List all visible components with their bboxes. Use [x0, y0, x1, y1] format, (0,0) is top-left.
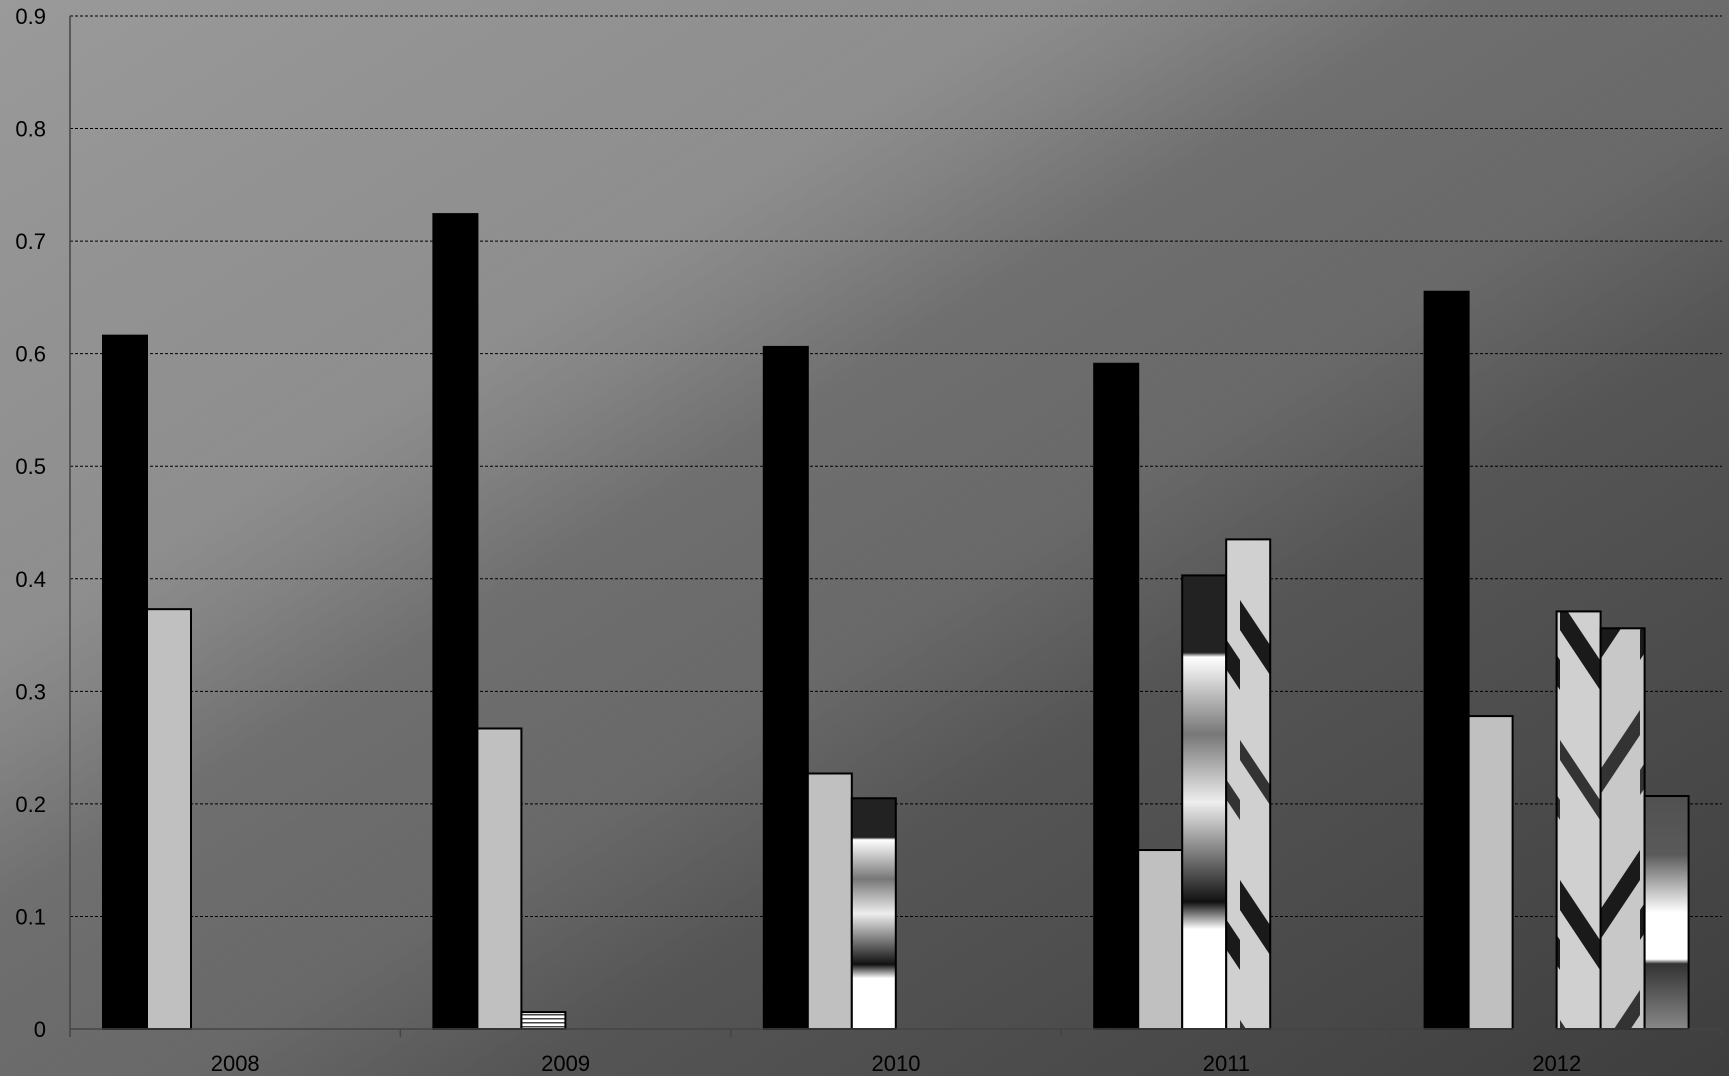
bar [1423, 290, 1470, 1030]
bar [1225, 538, 1272, 1031]
x-tick-label: 2012 [1532, 1051, 1581, 1076]
bar [1555, 610, 1602, 1030]
bar [102, 334, 148, 1030]
x-tick-label: 2010 [872, 1051, 921, 1076]
bar [432, 213, 479, 1030]
bar [146, 608, 192, 1030]
bar [1093, 362, 1140, 1030]
x-tick-label: 2009 [541, 1051, 590, 1076]
bar [1643, 795, 1690, 1031]
bars [102, 213, 1690, 1031]
y-tick-label: 0.5 [15, 454, 46, 479]
y-tick-label: 0 [34, 1017, 46, 1042]
y-tick-label: 0.3 [15, 679, 46, 704]
bar [520, 1011, 567, 1030]
y-tick-label: 0.1 [15, 904, 46, 929]
bar [762, 345, 809, 1030]
bar [850, 797, 897, 1030]
axes: 0 0.1 0.2 0.3 0.4 0.5 0.6 0.7 0.8 0.9 2008 2009 2010… [15, 4, 1723, 1076]
bar [806, 772, 853, 1031]
bar [476, 727, 523, 1031]
y-tick-label: 0.2 [15, 792, 46, 817]
x-tick-label: 2008 [211, 1051, 260, 1076]
y-tick-label: 0.8 [15, 117, 46, 142]
bar [1181, 574, 1228, 1030]
bar [1599, 627, 1646, 1031]
x-tick-label: 2011 [1203, 1051, 1250, 1076]
bar [1467, 715, 1514, 1031]
y-tick-label: 0.9 [15, 4, 46, 29]
y-tick-label: 0.4 [15, 567, 46, 592]
y-tick-label: 0.6 [15, 342, 46, 367]
bar [1137, 849, 1184, 1031]
y-tick-label: 0.7 [15, 229, 46, 254]
